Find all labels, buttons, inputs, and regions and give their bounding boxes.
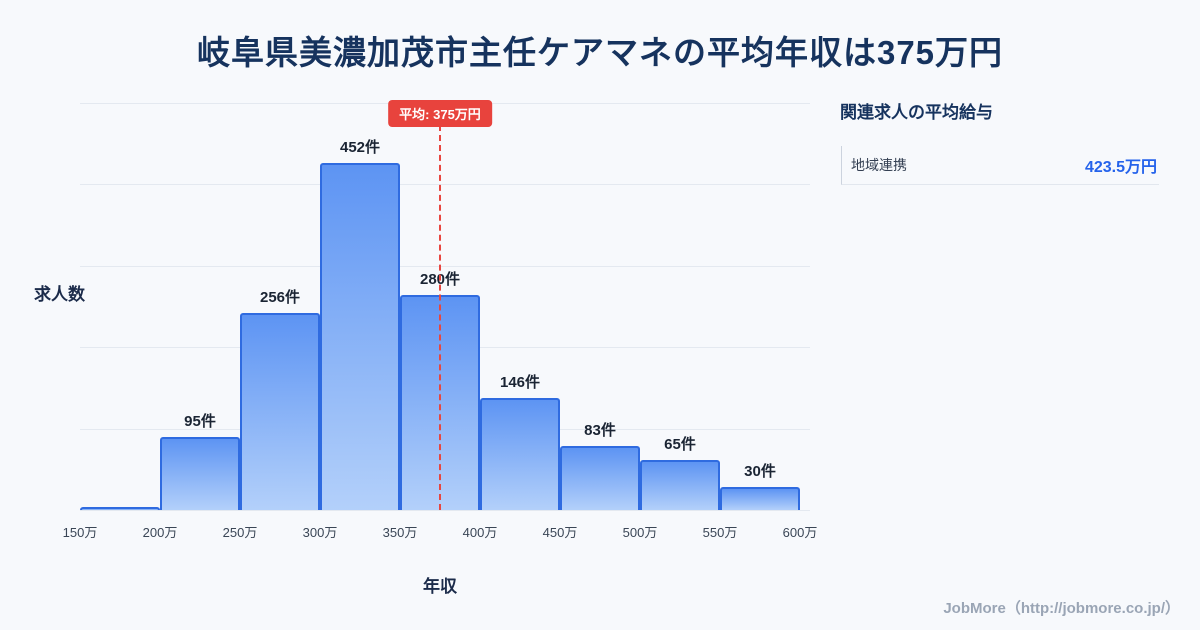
average-line — [439, 125, 441, 510]
histogram-bar-3 — [240, 313, 320, 510]
x-tick-label: 200万 — [142, 525, 178, 540]
histogram-bar-8 — [640, 460, 720, 510]
x-tick-label: 600万 — [782, 525, 818, 540]
watermark-text: JobMore（http://jobmore.co.jp/） — [943, 600, 1180, 617]
related-salary-value: 423.5万円 — [1084, 159, 1157, 176]
histogram-bar-4 — [320, 163, 400, 510]
bar-value-label: 65件 — [664, 436, 696, 453]
histogram-bar-9 — [720, 487, 800, 510]
related-salary-label: 地域連携 — [851, 157, 907, 173]
average-badge: 平均: 375万円 — [388, 100, 492, 127]
x-tick-label: 450万 — [542, 525, 578, 540]
side-panel-items: 地域連携 423.5万円 — [841, 146, 1159, 185]
histogram-bar-7 — [560, 446, 640, 510]
bar-value-label: 452件 — [339, 139, 381, 156]
salary-histogram: 95件 256件 452件 280件 146件 83件 65件 30件 平均: 375万円 — [80, 100, 810, 511]
gridline — [80, 266, 810, 267]
bar-value-label: 30件 — [744, 463, 776, 480]
bar-value-label: 256件 — [259, 289, 301, 306]
x-tick-label: 300万 — [302, 525, 338, 540]
bar-value-label: 83件 — [584, 422, 616, 439]
page-title: 岐阜県美濃加茂市主任ケアマネの平均年収は375万円 — [196, 34, 1004, 71]
gridline — [80, 510, 810, 511]
histogram-bar-2 — [160, 437, 240, 510]
gridline — [80, 184, 810, 185]
side-panel-heading: 関連求人の平均給与 — [840, 103, 993, 122]
bar-value-label: 95件 — [184, 413, 216, 430]
x-axis-ticks: 150万 200万 250万 300万 350万 400万 450万 500万 550万 600万 — [63, 522, 818, 542]
x-tick-label: 250万 — [222, 525, 258, 540]
x-tick-label: 500万 — [622, 525, 658, 540]
histogram-bar-6 — [480, 398, 560, 510]
related-salary-row: 地域連携 423.5万円 — [841, 146, 1159, 185]
x-tick-label: 350万 — [382, 525, 418, 540]
x-tick-label: 150万 — [62, 525, 98, 540]
x-tick-label: 400万 — [462, 525, 498, 540]
bar-value-label: 146件 — [499, 374, 541, 391]
y-axis-label: 求人数 — [34, 285, 85, 304]
histogram-bar-1 — [80, 507, 160, 510]
x-axis-label: 年収 — [423, 577, 457, 596]
x-tick-label: 550万 — [702, 525, 738, 540]
